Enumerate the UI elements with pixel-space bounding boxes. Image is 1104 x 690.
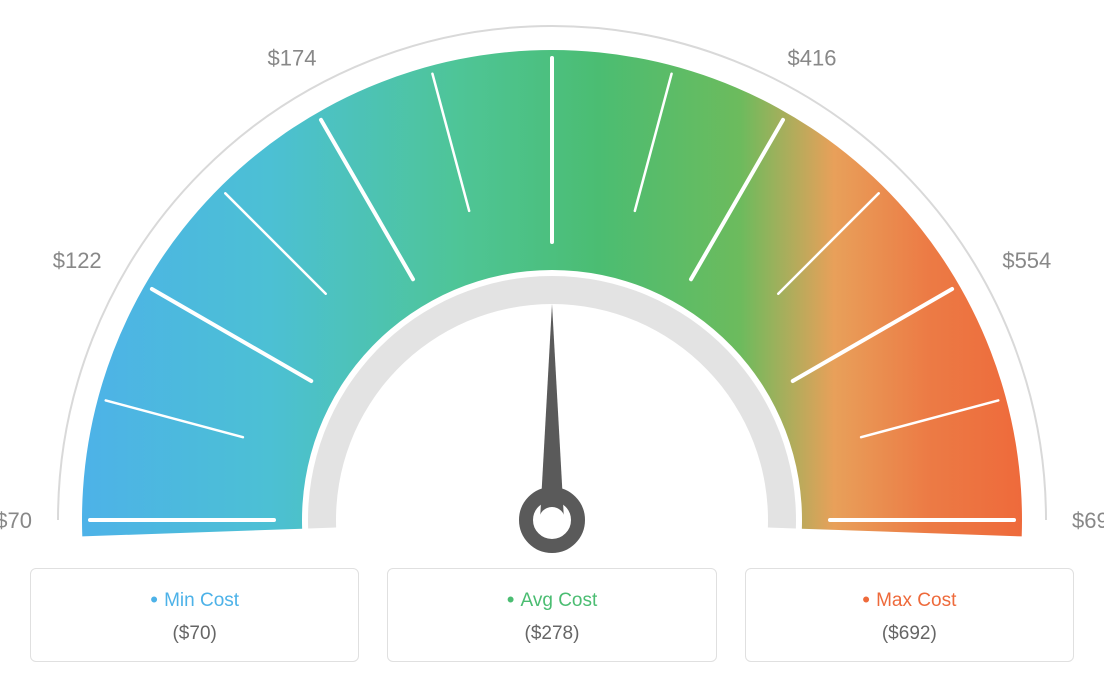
gauge-tick-label: $70 [0,508,32,533]
gauge-tick-label: $174 [268,46,317,71]
gauge-tick-label: $278 [528,0,577,1]
gauge-tick-label: $692 [1072,508,1104,533]
gauge-tick-label: $554 [1002,248,1051,273]
legend-box-max: Max Cost ($692) [745,568,1074,662]
gauge-chart: $70 $122 $174 $278 $416 $554 $692 [0,0,1104,560]
gauge-tick-label: $122 [53,248,102,273]
gauge-tick-label: $416 [788,46,837,71]
legend-row: Min Cost ($70) Avg Cost ($278) Max Cost … [0,568,1104,662]
legend-avg-label: Avg Cost [398,587,705,613]
legend-box-min: Min Cost ($70) [30,568,359,662]
legend-avg-value: ($278) [398,623,705,645]
gauge-svg: $70 $122 $174 $278 $416 $554 $692 [0,0,1104,560]
legend-max-value: ($692) [756,623,1063,645]
legend-min-value: ($70) [41,623,348,645]
legend-min-label: Min Cost [41,587,348,613]
legend-box-avg: Avg Cost ($278) [387,568,716,662]
legend-max-label: Max Cost [756,587,1063,613]
